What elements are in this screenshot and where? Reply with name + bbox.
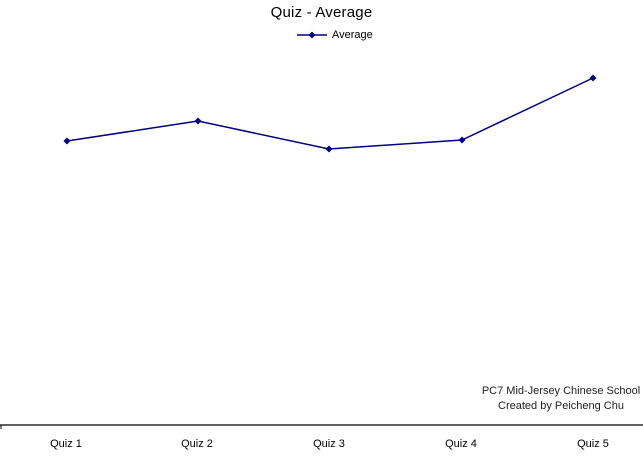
- average-series-line: [66, 77, 594, 150]
- data-point-marker: [63, 137, 71, 145]
- x-axis-label-quiz-5: Quiz 5: [577, 438, 609, 450]
- data-point-marker: [194, 117, 202, 125]
- chart-annotation: PC7 Mid-Jersey Chinese School Created by…: [482, 384, 640, 414]
- data-point-marker: [589, 74, 597, 82]
- x-axis-label-quiz-4: Quiz 4: [445, 438, 477, 450]
- x-axis-label-quiz-1: Quiz 1: [50, 438, 82, 450]
- legend-marker-icon: [297, 31, 327, 39]
- legend-label: Average: [332, 29, 373, 41]
- annotation-line-1: PC7 Mid-Jersey Chinese School: [481, 385, 641, 397]
- data-point-marker: [325, 145, 333, 153]
- annotation-line-2: Created by Peicheng Chu: [498, 400, 624, 412]
- legend: Average: [296, 29, 373, 41]
- chart-title: Quiz - Average: [270, 4, 373, 21]
- x-axis-label-quiz-3: Quiz 3: [313, 438, 345, 450]
- x-axis-label-quiz-2: Quiz 2: [181, 438, 213, 450]
- data-point-marker: [458, 136, 466, 144]
